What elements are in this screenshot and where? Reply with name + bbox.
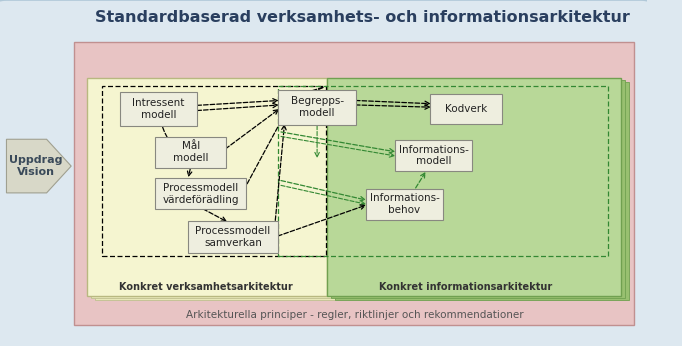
FancyBboxPatch shape [91, 80, 331, 298]
FancyBboxPatch shape [395, 140, 473, 171]
FancyBboxPatch shape [155, 178, 246, 209]
Text: Begrepps-
modell: Begrepps- modell [291, 97, 344, 118]
Text: Processmodell
samverkan: Processmodell samverkan [195, 226, 271, 248]
FancyBboxPatch shape [188, 221, 278, 253]
Text: Kodverk: Kodverk [445, 104, 487, 114]
Text: Konkret informationsarkitektur: Konkret informationsarkitektur [379, 282, 552, 292]
Text: Intressent
modell: Intressent modell [132, 98, 185, 120]
Text: Standardbaserad verksamhets- och informationsarkitektur: Standardbaserad verksamhets- och informa… [95, 10, 630, 25]
FancyBboxPatch shape [74, 42, 634, 325]
FancyBboxPatch shape [327, 78, 621, 296]
FancyBboxPatch shape [95, 82, 335, 300]
FancyBboxPatch shape [366, 189, 443, 220]
Bar [278, 86, 608, 256]
Bar [102, 86, 325, 256]
FancyBboxPatch shape [278, 90, 356, 125]
FancyBboxPatch shape [155, 137, 226, 168]
FancyBboxPatch shape [120, 92, 197, 126]
Text: Mål
modell: Mål modell [173, 142, 209, 163]
FancyArrow shape [6, 139, 71, 193]
Text: Informations-
modell: Informations- modell [399, 145, 469, 166]
FancyBboxPatch shape [331, 80, 625, 298]
Text: Processmodell
värdeförädling: Processmodell värdeförädling [162, 183, 239, 204]
Text: Arkitekturella principer - regler, riktlinjer och rekommendationer: Arkitekturella principer - regler, riktl… [186, 310, 524, 320]
Text: Informations-
behov: Informations- behov [370, 193, 439, 215]
FancyBboxPatch shape [335, 82, 629, 300]
FancyBboxPatch shape [87, 78, 327, 296]
Text: Uppdrag
Vision: Uppdrag Vision [9, 155, 62, 177]
FancyBboxPatch shape [430, 94, 501, 124]
Text: Konkret verksamhetsarkitektur: Konkret verksamhetsarkitektur [119, 282, 293, 292]
FancyBboxPatch shape [0, 0, 653, 346]
